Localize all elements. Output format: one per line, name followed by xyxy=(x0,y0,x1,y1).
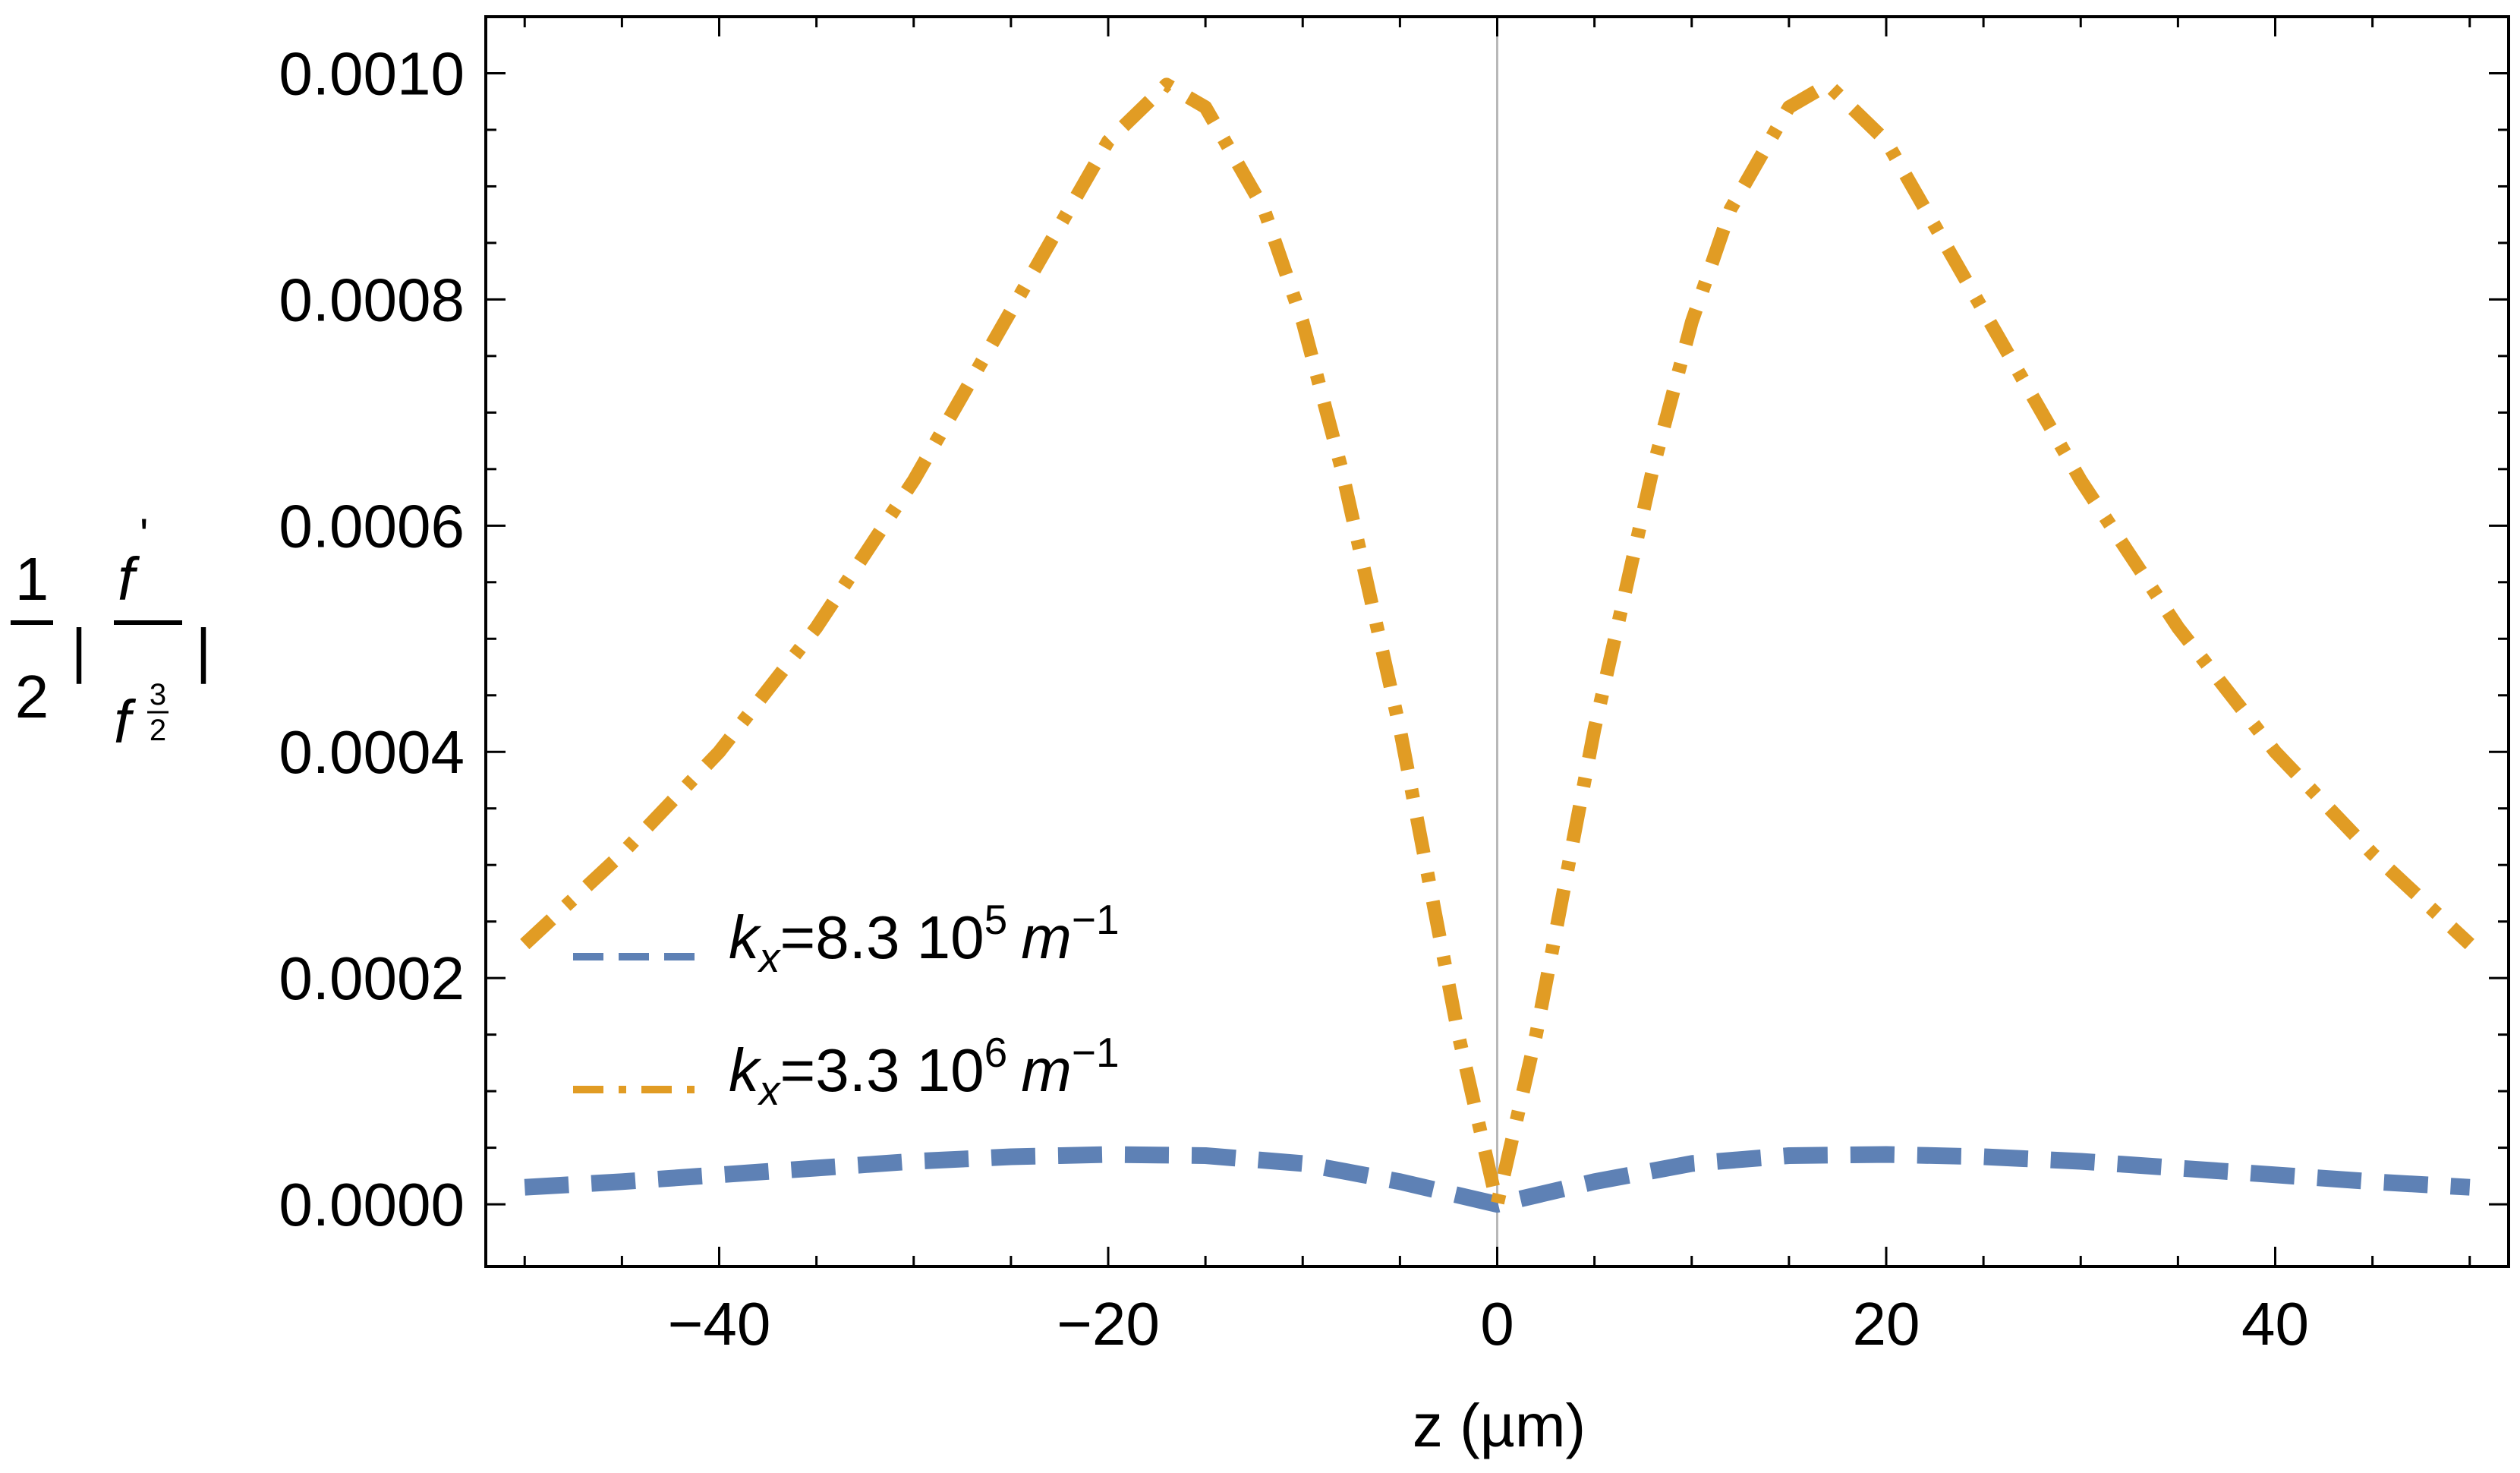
ylabel-prime: ' xyxy=(140,509,148,560)
y-tick-label: 0.0000 xyxy=(279,1171,465,1238)
ylabel-denominator: f xyxy=(114,688,137,755)
legend-k: k xyxy=(729,904,762,971)
legend-unit: m xyxy=(1021,904,1072,971)
legend-unit-exp: −1 xyxy=(1072,1029,1120,1076)
plot-area xyxy=(520,17,2474,1266)
series-line-2 xyxy=(520,77,2474,1212)
x-axis-title: z (µm) xyxy=(1413,1392,1586,1459)
y-tick-label: 0.0008 xyxy=(279,266,465,333)
legend-label-series-1: kx=8.3 105 m−1 xyxy=(729,896,1120,981)
ylabel-exp-num: 3 xyxy=(150,678,166,711)
legend-value: =3.3 10 xyxy=(780,1036,984,1104)
legend-unit: m xyxy=(1021,1036,1072,1104)
ylabel-coef-den: 2 xyxy=(15,663,49,730)
legend-unit-exp: −1 xyxy=(1072,896,1120,943)
legend-sub: x xyxy=(757,1067,782,1114)
y-tick-label: 0.0004 xyxy=(279,718,465,786)
ylabel-coef-num: 1 xyxy=(15,545,49,613)
ylabel-exp-den: 2 xyxy=(150,714,166,747)
y-axis-label: 1 2 | f ' f 3 2 | xyxy=(11,509,211,755)
legend-sub: x xyxy=(757,934,782,981)
legend-item: kx=8.3 105 m−1 xyxy=(573,896,1120,981)
legend-label-series-2: kx=3.3 106 m−1 xyxy=(729,1029,1120,1114)
x-tick-label: 0 xyxy=(1480,1290,1514,1358)
x-tick-label: 20 xyxy=(1853,1290,1920,1358)
legend-exp: 6 xyxy=(984,1029,1008,1076)
y-tick-label: 0.0010 xyxy=(279,39,465,107)
ylabel-numerator: f xyxy=(118,545,140,613)
series-line-1 xyxy=(524,1146,2471,1213)
legend-exp: 5 xyxy=(984,896,1008,943)
ylabel-abs-left: | xyxy=(71,617,87,684)
legend-value: =8.3 10 xyxy=(780,904,984,971)
x-tick-label: −40 xyxy=(668,1290,771,1358)
ylabel-abs-right: | xyxy=(196,617,212,684)
x-tick-label: 40 xyxy=(2241,1290,2309,1358)
x-tick-label: −20 xyxy=(1057,1290,1160,1358)
legend-item: kx=3.3 106 m−1 xyxy=(573,1029,1120,1114)
y-tick-label: 0.0006 xyxy=(279,492,465,560)
legend-k: k xyxy=(729,1036,762,1104)
y-tick-label: 0.0002 xyxy=(279,945,465,1012)
legend: kx=8.3 105 m−1 kx=3.3 106 m−1 xyxy=(573,896,1120,1114)
